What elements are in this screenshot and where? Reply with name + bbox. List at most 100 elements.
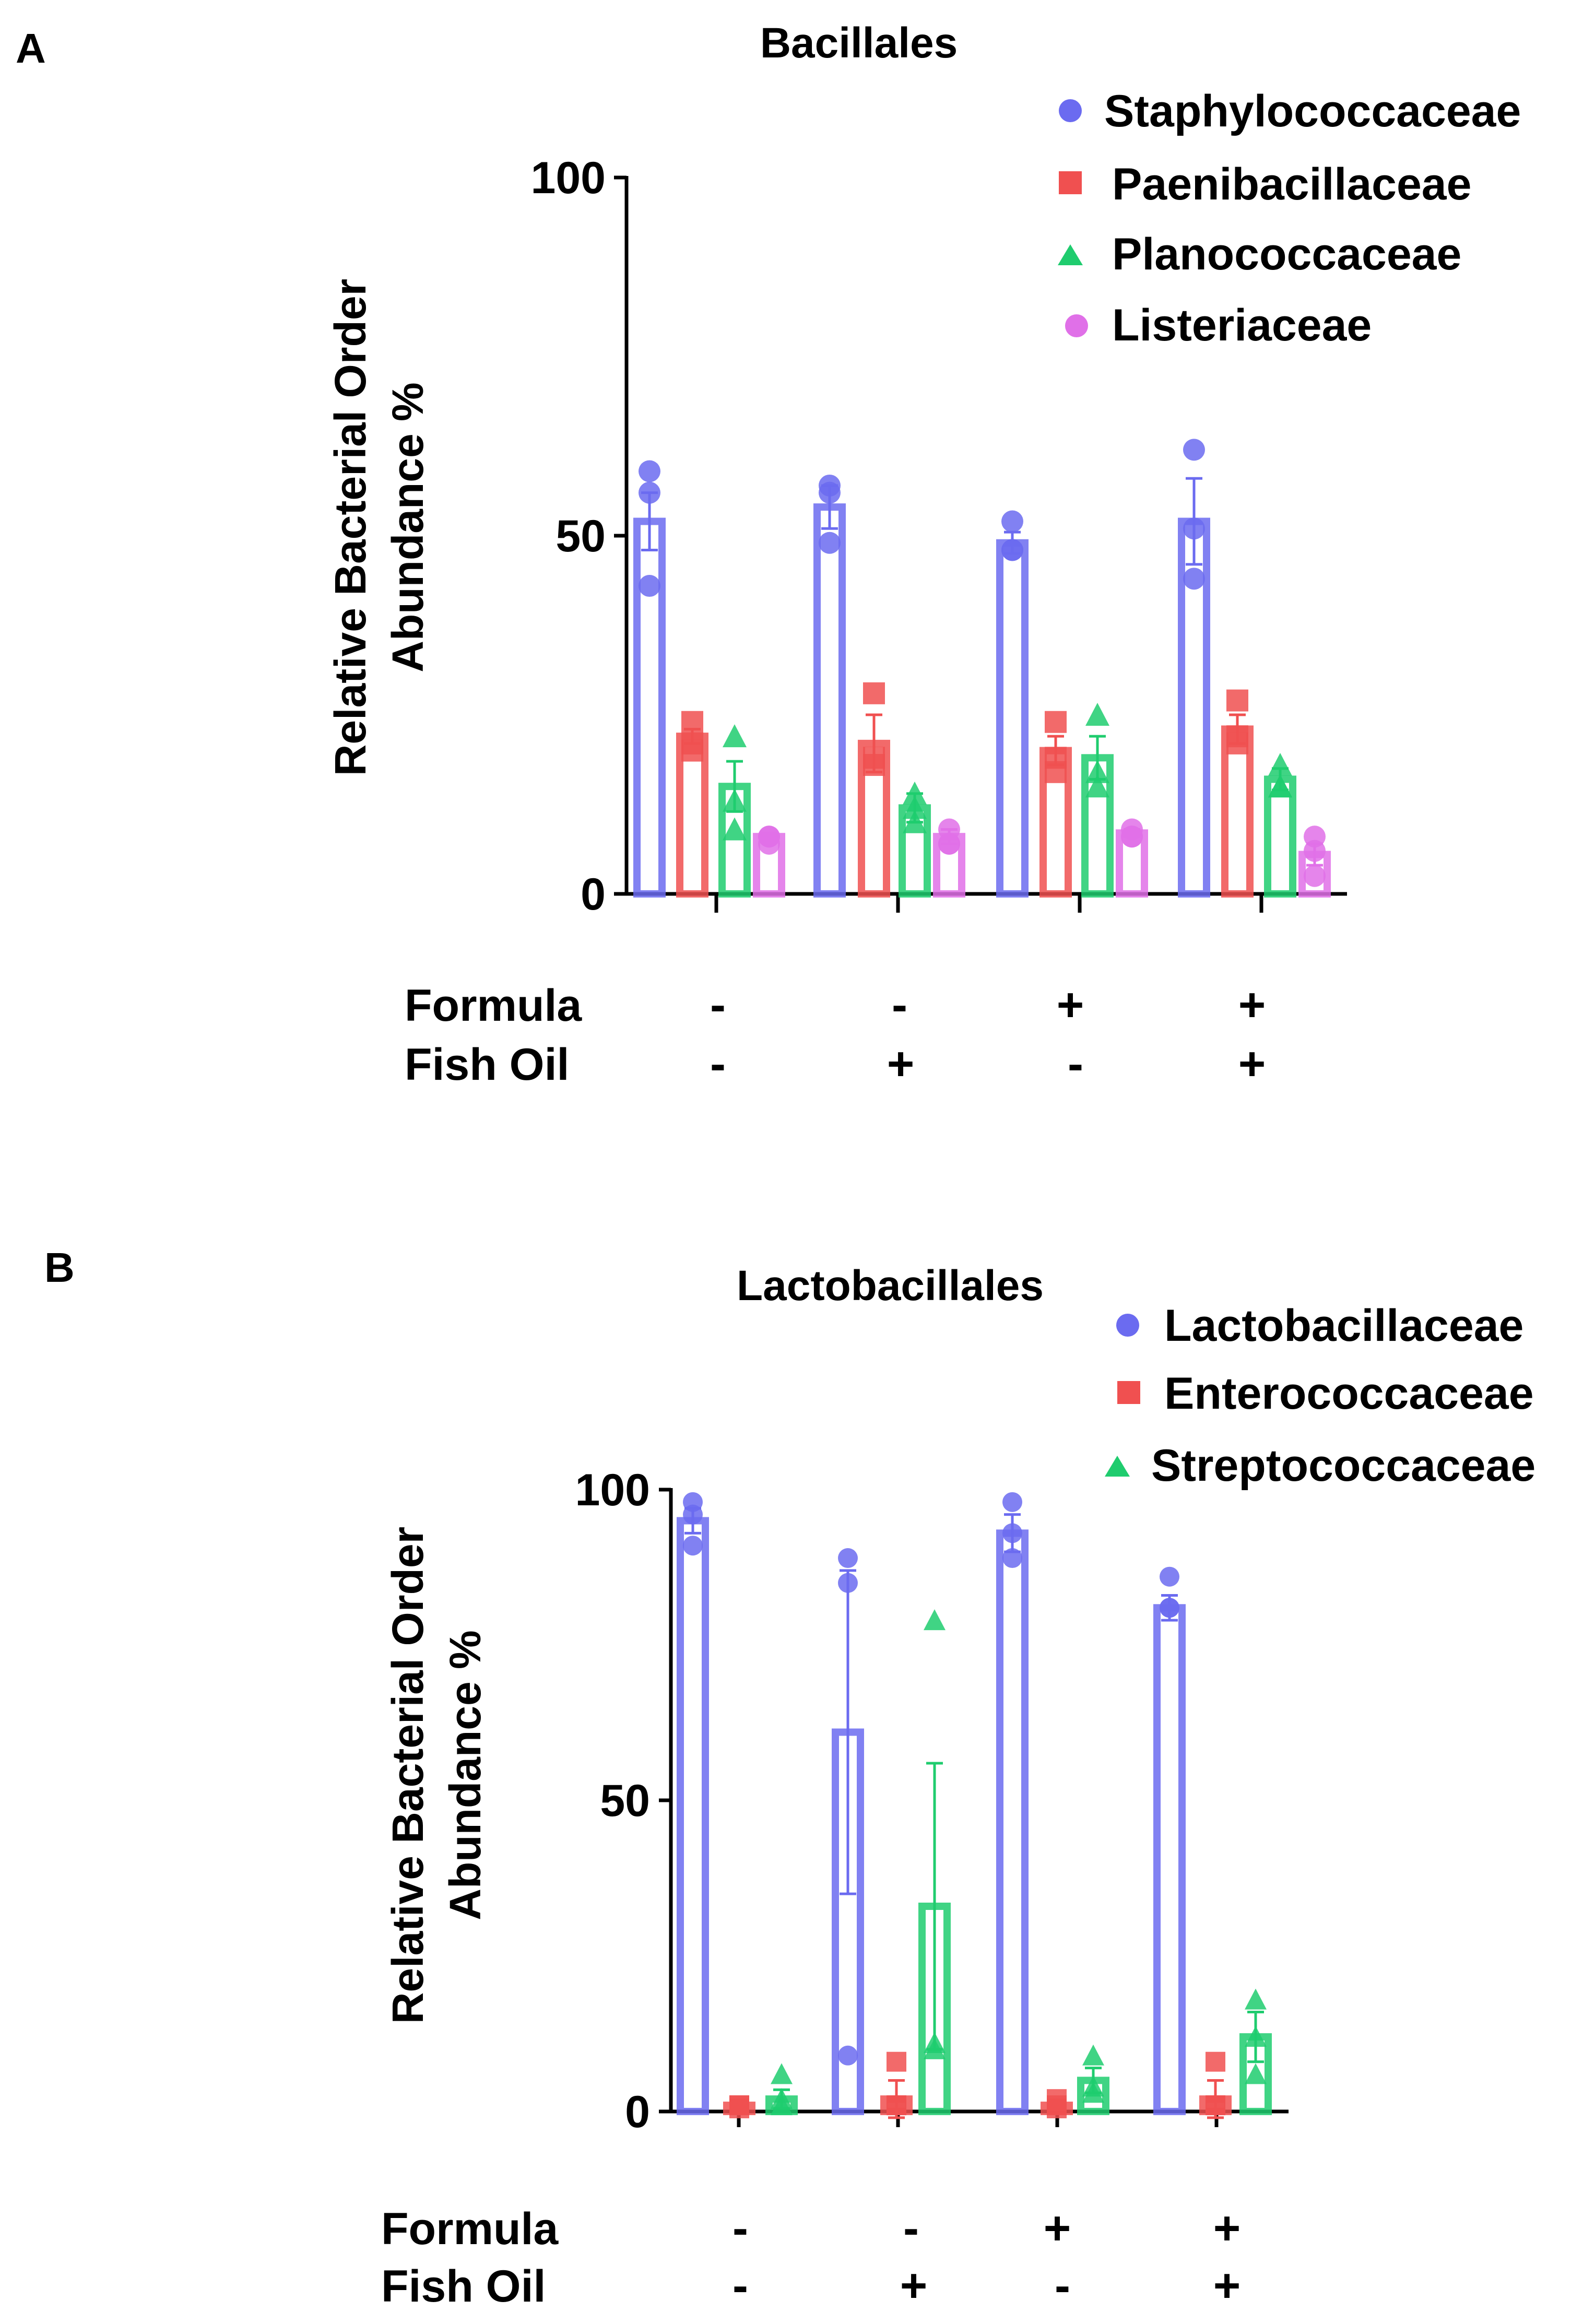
point-b-streptococcaceae-g4-1 xyxy=(1245,1988,1267,2010)
legend-b-marker-streptococcaceae xyxy=(1105,1456,1130,1477)
panel-a-fishoil-sign-3: - xyxy=(1068,1038,1083,1090)
point-b-enterococcaceae-g1-3 xyxy=(729,2098,749,2119)
point-a-planococcaceae-g1-3 xyxy=(723,817,747,841)
panel-a-fishoil-sign-1: - xyxy=(710,1038,726,1090)
point-b-lactobacillaceae-g4-1 xyxy=(1160,1566,1179,1587)
point-b-enterococcaceae-g4-1 xyxy=(1206,2051,1225,2072)
panel-b-marks xyxy=(677,1492,1272,2119)
panel-b-ylabel-line1: Relative Bacterial Order xyxy=(383,1527,432,2024)
panel-b-formula-label: Formula xyxy=(381,2204,559,2254)
bar-b-lactobacillaceae-g4 xyxy=(1153,1604,1186,2116)
legend-b-label-streptococcaceae: Streptococcaceae xyxy=(1151,1441,1535,1491)
point-b-enterococcaceae-g4-3 xyxy=(1206,2095,1225,2116)
panel-b-formula-sign-3: + xyxy=(1044,2202,1071,2255)
point-a-staphylococcaceae-g2-3 xyxy=(819,532,841,554)
legend-a-marker-staphylococcaceae xyxy=(1059,99,1082,122)
panel-b-fishoil-sign-4: + xyxy=(1213,2260,1241,2312)
bar-b-lactobacillaceae-g3 xyxy=(996,1529,1029,2116)
point-b-streptococcaceae-g2-3 xyxy=(924,2038,946,2059)
point-b-streptococcaceae-g2-1 xyxy=(924,1609,946,1631)
legend-b-marker-lactobacillaceae xyxy=(1116,1314,1139,1337)
bar-b-lactobacillaceae-g1 xyxy=(677,1517,709,2115)
point-b-streptococcaceae-g4-3 xyxy=(1245,2063,1267,2084)
panel-a-formula-label: Formula xyxy=(405,981,582,1031)
panel-a-letter: A xyxy=(16,25,46,72)
panel-a-marks xyxy=(633,439,1331,898)
point-a-listeriaceae-g2-3 xyxy=(938,832,960,855)
panel-b-ylabel-line2: Abundance % xyxy=(441,1630,490,1920)
point-a-planococcaceae-g3-3 xyxy=(1085,774,1109,798)
legend-a-label-planococcaceae: Planococcaceae xyxy=(1112,229,1461,279)
panel-b: B Lactobacillales Relative Bacterial Ord… xyxy=(44,1244,1535,2312)
point-a-paenibacillaceae-g4-1 xyxy=(1226,689,1248,712)
legend-a-label-listeriaceae: Listeriaceae xyxy=(1112,300,1372,350)
point-b-enterococcaceae-g3-3 xyxy=(1047,2098,1067,2119)
panel-a-ytick-label-0: 0 xyxy=(581,869,606,919)
panel-b-formula-sign-2: - xyxy=(903,2202,919,2255)
point-a-paenibacillaceae-g1-3 xyxy=(681,739,703,762)
panel-b-fishoil-sign-2: + xyxy=(900,2260,928,2312)
panel-b-legend: Lactobacillaceae Enterococcaceae Strepto… xyxy=(1105,1301,1535,1491)
point-b-lactobacillaceae-g3-3 xyxy=(1002,1548,1022,1568)
point-a-planococcaceae-g2-1 xyxy=(903,781,927,805)
panel-a: A Bacillales Relative Bacterial Order Ab… xyxy=(16,19,1521,1090)
point-b-lactobacillaceae-g4-3 xyxy=(1160,1598,1179,1618)
point-a-paenibacillaceae-g3-1 xyxy=(1045,711,1067,733)
legend-a-marker-planococcaceae xyxy=(1058,244,1083,265)
panel-b-formula-sign-4: + xyxy=(1213,2202,1241,2255)
panel-b-fishoil-sign-3: - xyxy=(1055,2260,1070,2312)
point-a-listeriaceae-g3-3 xyxy=(1121,825,1143,848)
legend-a-marker-listeriaceae xyxy=(1065,314,1088,337)
point-a-planococcaceae-g4-3 xyxy=(1268,774,1292,798)
point-b-lactobacillaceae-g1-3 xyxy=(683,1536,703,1556)
panel-a-legend: Staphylococcaceae Paenibacillaceae Plano… xyxy=(1058,86,1521,350)
panel-a-fishoil-sign-4: + xyxy=(1238,1038,1266,1090)
point-b-streptococcaceae-g1-3 xyxy=(771,2094,793,2116)
panel-b-ytick-label-100: 100 xyxy=(575,1465,651,1515)
point-a-paenibacillaceae-g4-3 xyxy=(1226,732,1248,754)
point-a-planococcaceae-g4-1 xyxy=(1268,753,1292,776)
point-a-planococcaceae-g2-3 xyxy=(903,810,927,833)
point-b-lactobacillaceae-g3-1 xyxy=(1002,1492,1022,1512)
point-b-lactobacillaceae-g2-2 xyxy=(838,1573,858,1593)
point-a-staphylococcaceae-g4-3 xyxy=(1183,568,1205,590)
point-a-listeriaceae-g4-3 xyxy=(1304,865,1326,887)
legend-a-marker-paenibacillaceae xyxy=(1059,171,1082,194)
panel-a-ytick-label-100: 100 xyxy=(531,153,606,203)
point-b-lactobacillaceae-g1-2 xyxy=(683,1504,703,1525)
point-a-staphylococcaceae-g3-3 xyxy=(1001,539,1023,561)
panel-b-title: Lactobacillales xyxy=(737,1262,1044,1310)
bar-a-staphylococcaceae-g3 xyxy=(996,539,1029,898)
panel-a-ylabel-line2: Abundance % xyxy=(383,382,432,672)
point-b-streptococcaceae-g1-1 xyxy=(771,2063,793,2084)
point-a-planococcaceae-g1-2 xyxy=(723,788,747,812)
point-a-staphylococcaceae-g4-1 xyxy=(1183,439,1205,461)
legend-a-label-paenibacillaceae: Paenibacillaceae xyxy=(1112,159,1471,209)
panel-a-formula-sign-4: + xyxy=(1238,979,1266,1031)
point-a-staphylococcaceae-g4-2 xyxy=(1183,517,1205,540)
point-b-lactobacillaceae-g2-1 xyxy=(838,1548,858,1568)
point-a-paenibacillaceae-g2-3 xyxy=(863,754,885,776)
point-b-enterococcaceae-g2-1 xyxy=(887,2051,906,2072)
panel-b-formula-sign-1: - xyxy=(732,2202,748,2255)
point-a-listeriaceae-g1-3 xyxy=(758,832,780,855)
legend-b-marker-enterococcaceae xyxy=(1117,1381,1140,1404)
panel-a-formula-sign-1: - xyxy=(710,979,726,1031)
panel-a-ylabel: Relative Bacterial Order Abundance % xyxy=(326,279,432,776)
point-a-planococcaceae-g3-1 xyxy=(1085,703,1109,726)
point-b-streptococcaceae-g4-2 xyxy=(1245,2026,1267,2047)
point-a-listeriaceae-g4-2 xyxy=(1304,840,1326,862)
panel-a-ylabel-line1: Relative Bacterial Order xyxy=(326,279,375,776)
panel-a-formula-sign-3: + xyxy=(1057,979,1084,1031)
point-a-paenibacillaceae-g2-1 xyxy=(863,682,885,704)
point-a-staphylococcaceae-g1-1 xyxy=(639,460,660,482)
point-a-staphylococcaceae-g3-1 xyxy=(1001,510,1023,533)
point-b-streptococcaceae-g3-3 xyxy=(1082,2082,1104,2103)
point-a-staphylococcaceae-g1-3 xyxy=(639,575,660,597)
panel-a-formula-sign-2: - xyxy=(892,979,907,1031)
point-b-lactobacillaceae-g3-2 xyxy=(1002,1523,1022,1543)
panel-b-ytick-label-50: 50 xyxy=(600,1776,650,1826)
legend-b-label-enterococcaceae: Enterococcaceae xyxy=(1164,1369,1534,1419)
point-a-planococcaceae-g2-2 xyxy=(903,796,927,819)
panel-b-fishoil-sign-1: - xyxy=(732,2260,748,2312)
